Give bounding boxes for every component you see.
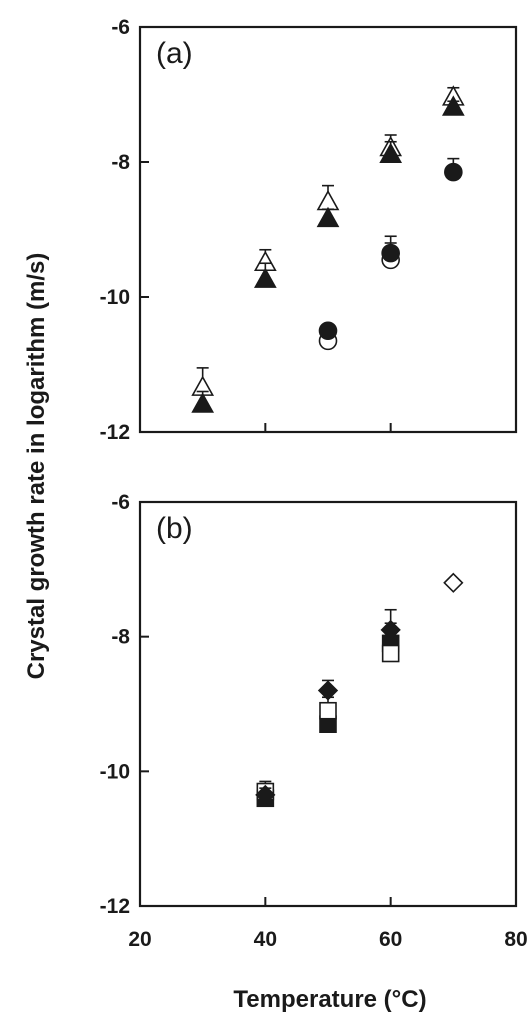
data-point: [316, 206, 340, 228]
panel-a: -12 -10 -8 -6 (a): [100, 16, 518, 444]
panel-label: (b): [156, 512, 193, 545]
data-point: [318, 321, 338, 341]
y-tick-label: -6: [111, 16, 130, 39]
series-3: [255, 608, 401, 806]
square-marker: [381, 644, 400, 663]
triangle-marker: [441, 95, 465, 116]
triangle-marker: [316, 206, 340, 228]
data-point: [441, 95, 465, 116]
square-marker: [319, 701, 337, 720]
series-4: [318, 157, 463, 341]
diamond-marker: [317, 680, 339, 701]
diamond-marker: [255, 784, 276, 806]
series-2: [256, 639, 400, 801]
data-point: [444, 157, 463, 182]
x-tick-label: 60: [379, 928, 402, 951]
diamond-marker: [380, 619, 401, 641]
x-axis-title: Temperature (°C): [233, 986, 426, 1013]
x-tick-label: 80: [504, 928, 527, 951]
y-tick-label: -8: [111, 151, 130, 174]
circle-marker: [318, 321, 338, 341]
plot-frame: [138, 500, 518, 908]
data-point: [255, 784, 276, 806]
circle-marker: [381, 243, 400, 263]
data-point: [381, 639, 400, 663]
y-tick-label: -10: [100, 760, 130, 783]
panel-label: (a): [156, 37, 193, 70]
triangle-marker: [253, 267, 277, 288]
data-point: [379, 140, 403, 164]
panel-b: -12 -10 -8 -6 20 40 60 80 (b): [100, 491, 528, 951]
series-4: [443, 572, 464, 593]
series-2: [191, 95, 465, 413]
triangle-marker: [191, 392, 215, 413]
plot-frame: [138, 25, 518, 434]
diamond-marker: [443, 572, 464, 593]
y-tick-label: -12: [100, 421, 130, 444]
x-tick-label: 40: [254, 928, 277, 951]
data-point: [380, 608, 401, 641]
data-point: [191, 390, 215, 413]
circle-marker: [444, 162, 463, 182]
x-tick-label: 20: [128, 928, 151, 951]
y-tick-label: -8: [111, 626, 130, 649]
y-tick-label: -12: [100, 895, 130, 918]
data-point: [443, 572, 464, 593]
y-tick-label: -6: [111, 491, 130, 514]
data-point: [253, 262, 277, 288]
y-axis-title: Crystal growth rate in logarithm (m/s): [23, 253, 50, 680]
data-point: [317, 679, 339, 701]
y-tick-label: -10: [100, 286, 130, 309]
triangle-marker: [379, 142, 403, 164]
data-point: [381, 235, 400, 263]
data-point: [316, 184, 340, 211]
